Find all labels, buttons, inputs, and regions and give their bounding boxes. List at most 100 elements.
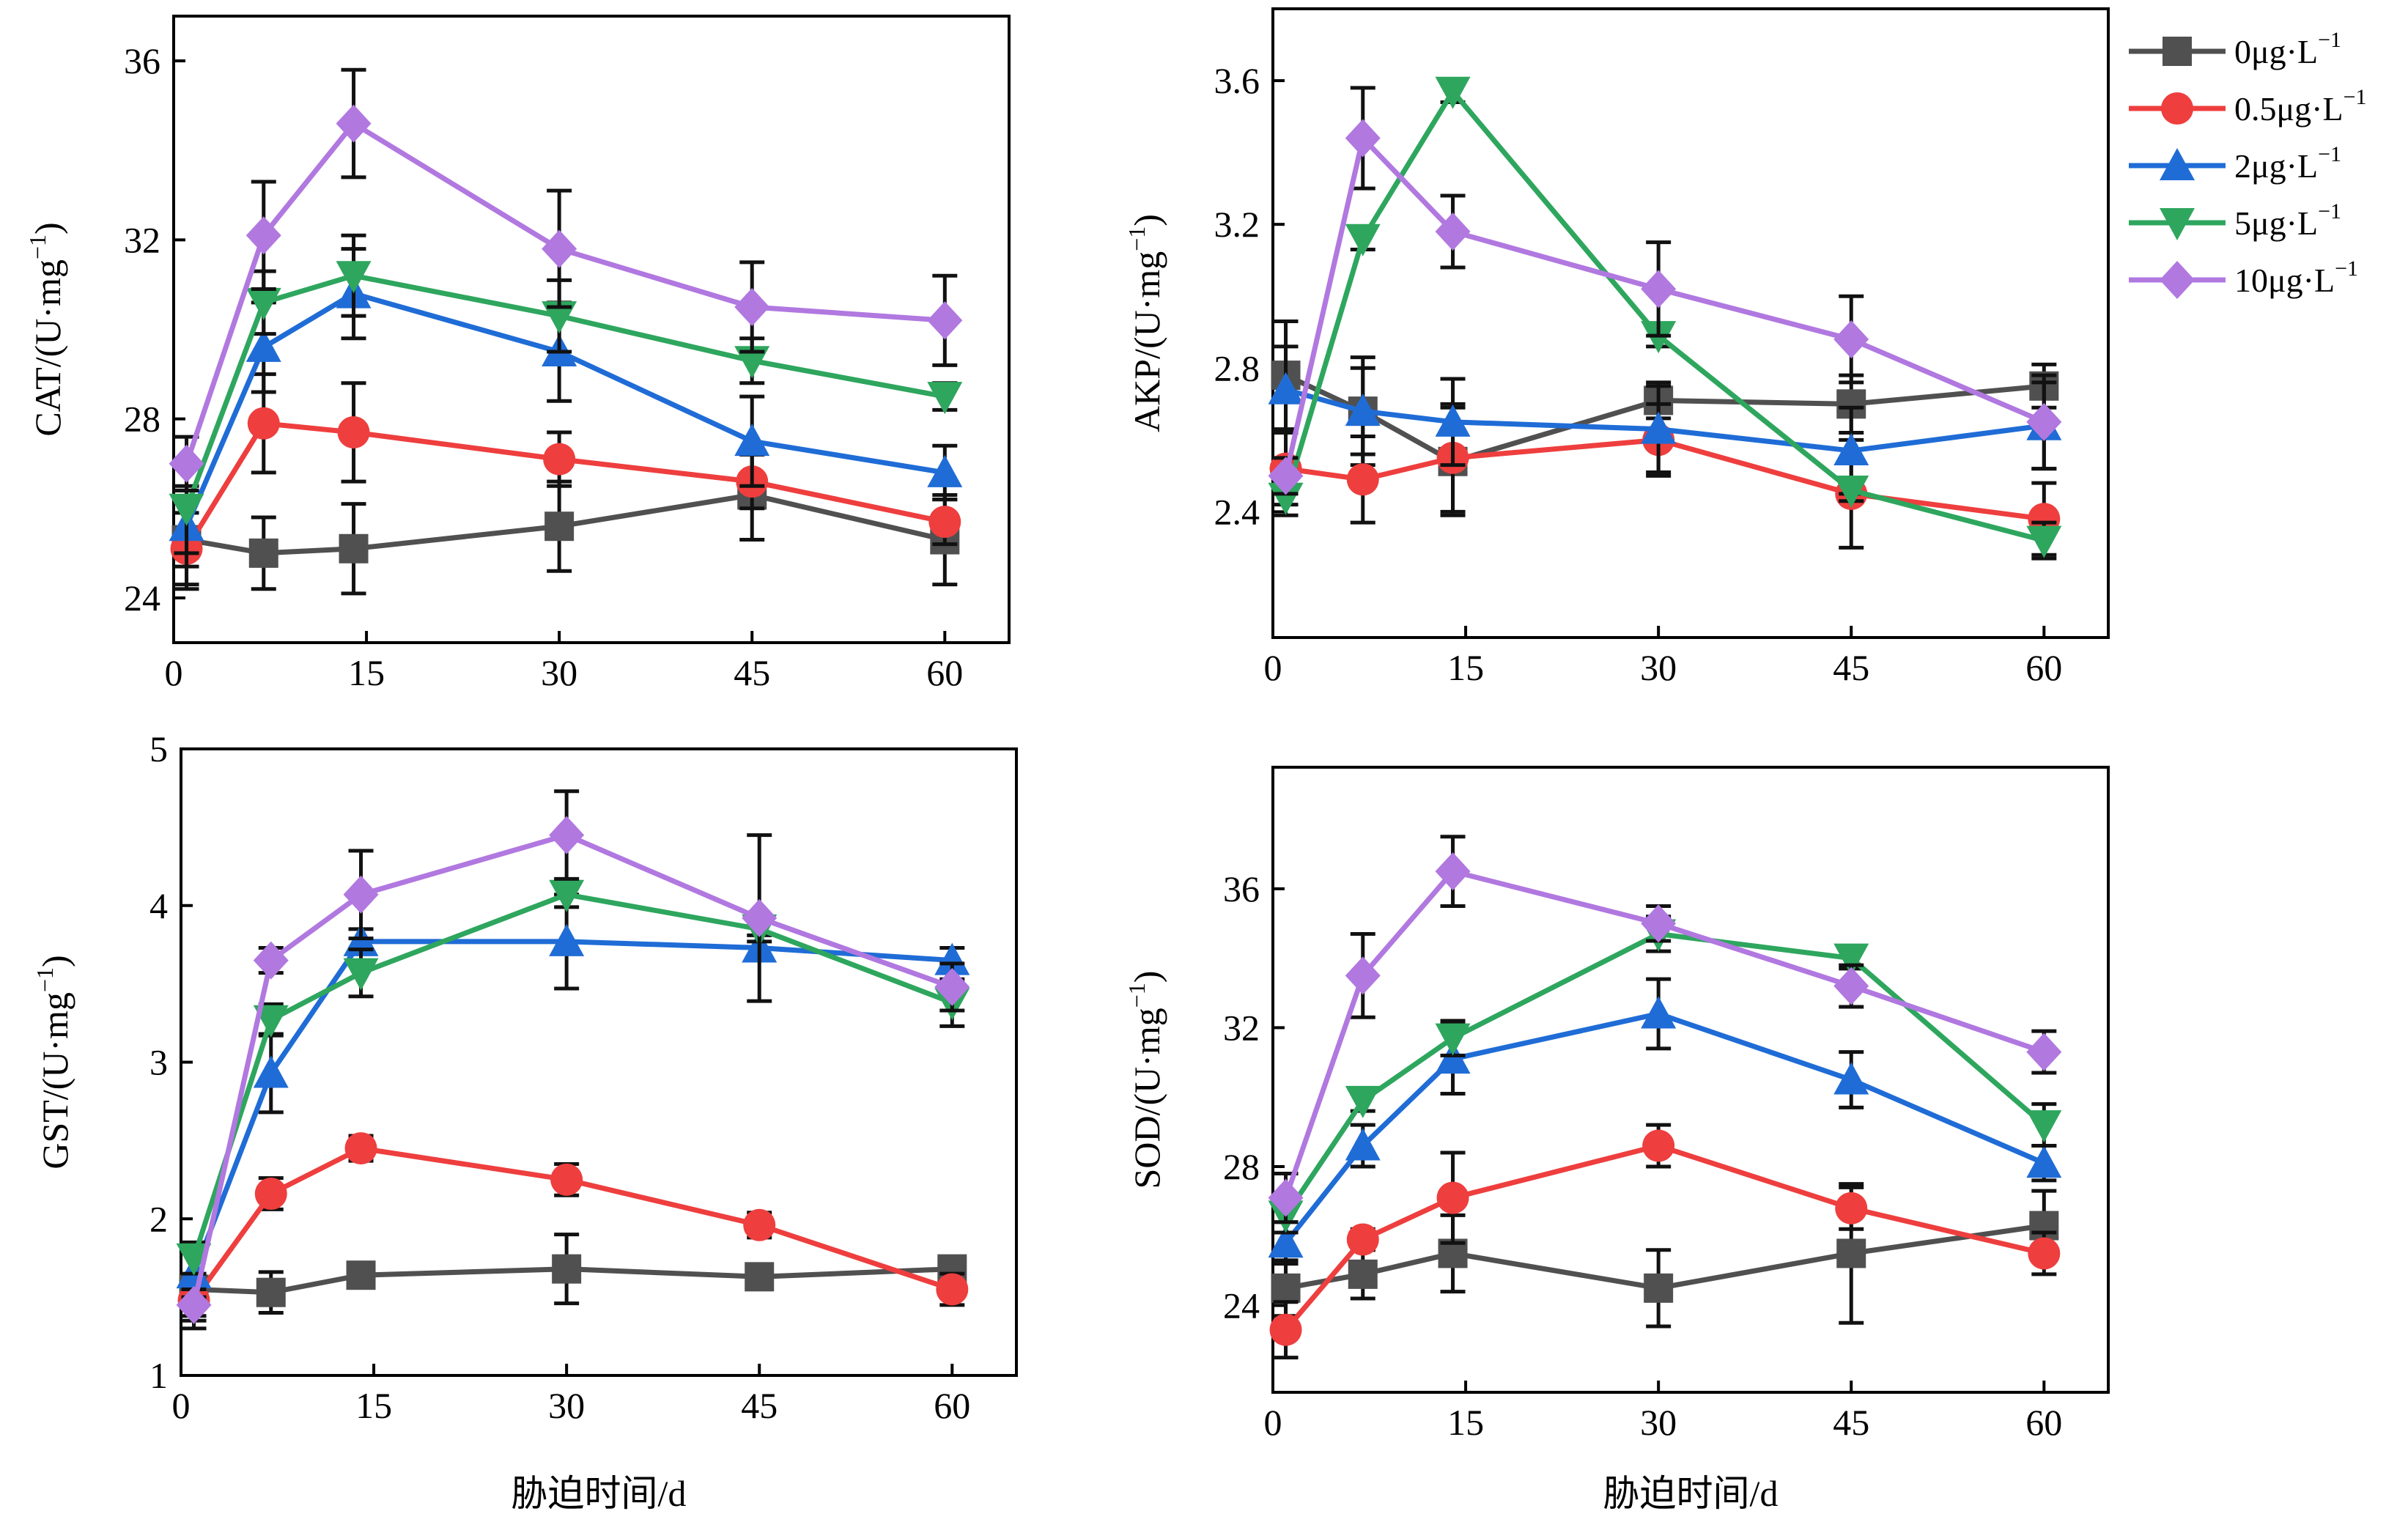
gst-data-point [745,1262,775,1292]
akp-data-point [1435,212,1471,251]
akp-data-point [1833,320,1869,359]
sod-x-tick-label: 15 [1447,1402,1484,1443]
sod-series-line [1283,931,2046,1217]
gst-x-tick-label: 15 [355,1385,392,1426]
legend-label-main: 10μg·L [2234,262,2335,299]
gst-series-line [191,1145,953,1302]
gst-y-tick-label: 5 [149,728,168,769]
legend-marker [2160,208,2195,240]
gst-data-point [934,942,970,975]
akp-data-point [1435,76,1471,109]
cat-data-point [542,301,577,334]
cat-y-axis-title: CAT/(U·mg−1) [24,222,68,436]
cat-data-point [245,287,281,320]
cat-x-tick-label: 60 [926,652,963,693]
cat-data-point [927,382,963,415]
sod-series-2g [1268,977,2062,1266]
legend-label: 0μg·L−1 [2234,28,2341,70]
akp-data-point [1268,482,1304,515]
sod-data-point [1345,1128,1381,1161]
sod-data-point [1833,943,1869,976]
gst-data-point [344,1132,377,1165]
sod-data-point [1833,1062,1869,1095]
sod-data-point [2026,1145,2062,1178]
gst-data-point [552,1254,582,1284]
gst-y-axis-title-close: ) [34,955,75,967]
sod-data-point [1345,956,1381,995]
cat-data-point [734,424,770,457]
cat-series-line [184,273,945,510]
gst-y-tick-label: 1 [149,1355,168,1396]
akp-data-point [1345,224,1381,256]
gst-series-0g [179,1233,967,1331]
akp-data-point [2026,402,2062,441]
sod-data-point [2026,1110,2062,1143]
legend-marker [2160,148,2195,180]
gst-data-point [346,1260,376,1290]
sod-data-point [1346,1223,1379,1256]
sod-x-tick-label: 60 [2025,1402,2062,1443]
gst-y-tick-label: 3 [149,1042,168,1083]
gst-data-point [743,1208,776,1241]
akp-y-tick-label: 3.2 [1214,204,1260,245]
sod-data-point [1271,1273,1301,1303]
akp-data-point [1641,270,1677,309]
cat-x-tick-label: 15 [348,652,385,693]
sod-data-point [2026,1032,2062,1071]
gst-data-point [549,923,585,956]
cat-series-line [184,421,946,550]
gst-data-point [253,1055,289,1088]
sod-data-point [1644,1273,1674,1303]
akp-data-point [1641,411,1677,444]
sod-series-line [1283,868,2045,1199]
sod-data-point [1436,1181,1469,1214]
cat-series-0.5g [170,372,961,587]
legend-label: 10μg·L−1 [2234,256,2358,299]
legend-label-sup: −1 [2318,28,2341,52]
gst-data-point [176,1243,212,1276]
legend-label-sup: −1 [2318,199,2341,224]
legend-label-main: 2μg·L [2234,147,2318,185]
cat-y-axis-title-main: CAT/(U·mg [27,259,68,437]
akp-series-line [1283,136,2045,477]
sod-data-point [1269,1313,1302,1346]
akp-x-tick-label: 60 [2025,647,2062,688]
sod-y-tick-label: 28 [1223,1146,1260,1187]
sod-data-point [1641,904,1677,943]
sod-series-0g [1271,1182,2059,1329]
akp-series-10g [1268,86,2062,496]
cat-y-axis-title-close: ) [27,222,68,234]
sod-series-5g [1268,915,2062,1235]
gst-data-point [256,1277,286,1307]
cat-y-tick-label: 28 [124,399,160,440]
sod-x-tick-label: 30 [1640,1402,1677,1443]
legend-label: 2μg·L−1 [2234,142,2341,185]
gst-data-point [343,958,379,991]
cat-plot-frame [172,15,1011,644]
akp-y-axis-title: AKP/(U·mg−1) [1123,214,1167,432]
sod-y-axis-title: SOD/(U·mg−1) [1123,971,1167,1189]
akp-x-tick-label: 15 [1447,647,1484,688]
sod-data-point [1268,1225,1304,1258]
cat-series-10g [169,67,963,492]
cat-data-point [927,301,963,340]
cat-series-line [184,121,945,465]
sod-y-tick-label: 32 [1223,1007,1260,1048]
sod-series-10g [1268,835,2062,1224]
cat-data-point [928,506,961,539]
gst-data-point [742,898,778,937]
cat-data-point [927,454,963,487]
akp-data-point [2026,525,2062,558]
cat-data-point [544,511,575,542]
akp-y-tick-label: 2.4 [1214,491,1260,532]
cat-data-point [337,415,370,448]
gst-series-line [191,832,953,1306]
cat-series-5g [169,233,963,555]
gst-plot-frame [180,747,1018,1377]
sod-data-point [1435,1023,1471,1056]
gst-series-10g [176,789,970,1324]
cat-series-line [184,291,945,528]
sod-chart: 0 15 30 45 60 24 28 32 36 SOD/(U·mg−1) 胁迫时间/d [1123,766,2110,1514]
gst-x-axis-title: 胁迫时间/d [511,1473,687,1514]
sod-data-point [2028,1237,2061,1270]
